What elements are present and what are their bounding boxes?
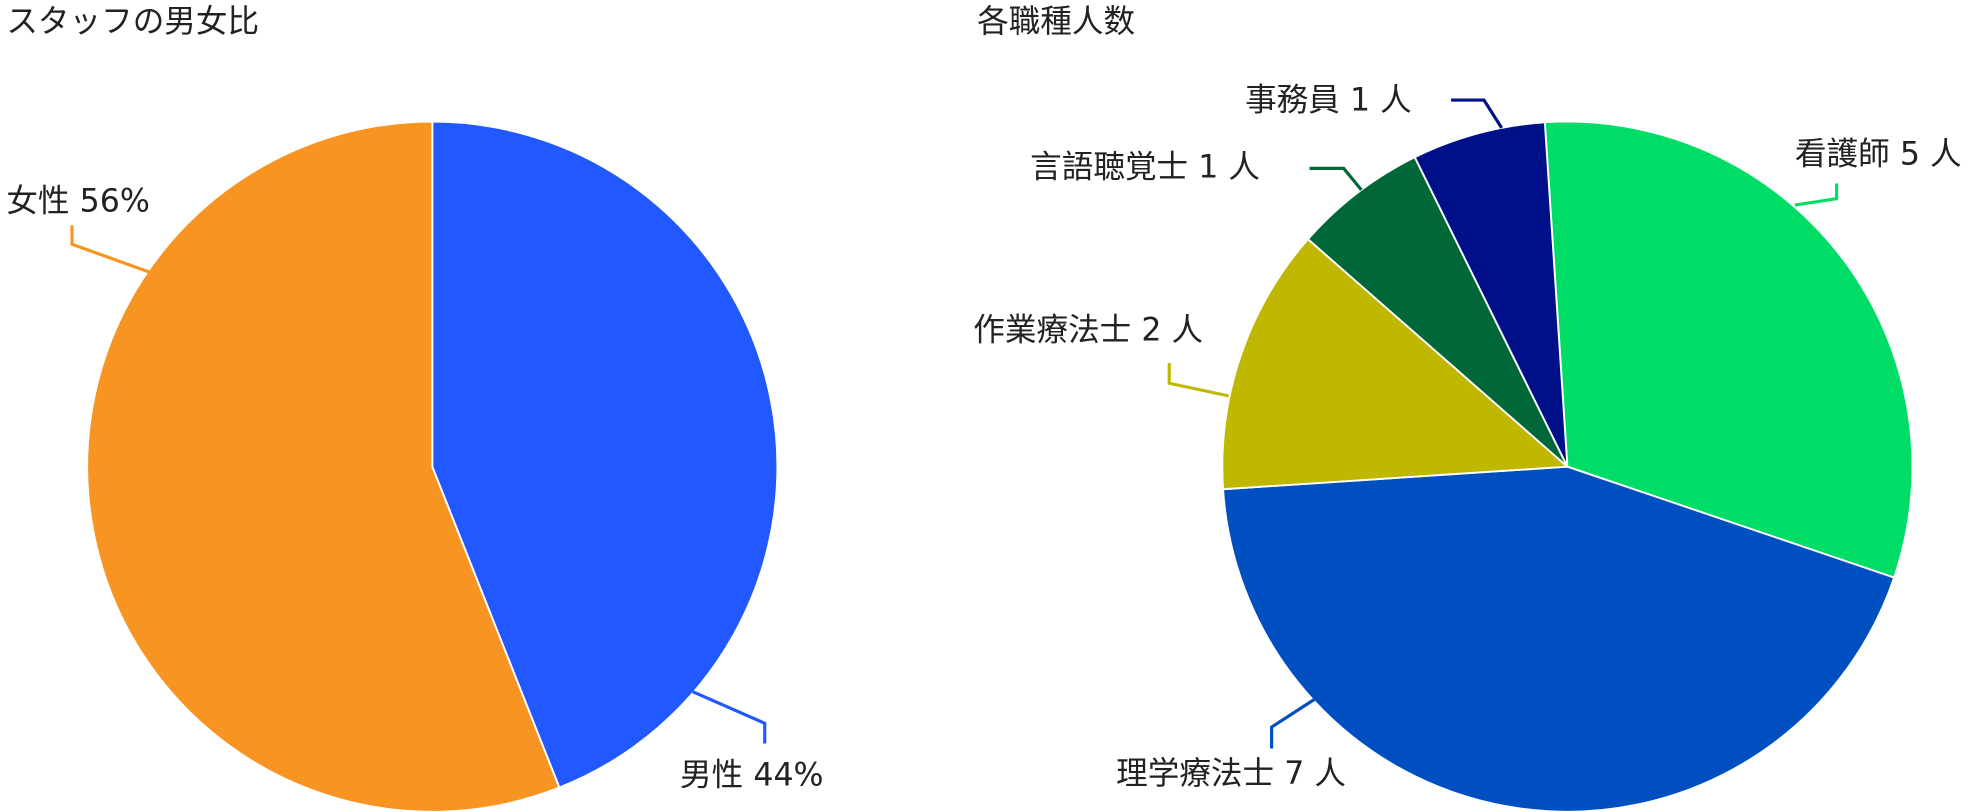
slice-label: 言語聴覚士 1 人 bbox=[1030, 149, 1260, 185]
leader-line bbox=[70, 225, 150, 274]
slice-value-label: 5 人 bbox=[1900, 137, 1962, 173]
pie-slice bbox=[431, 120, 779, 789]
pie-slice bbox=[1543, 120, 1914, 579]
slice-category: 女性 bbox=[6, 183, 69, 219]
leader-line bbox=[1794, 183, 1839, 207]
slice-value-label: 2 人 bbox=[1141, 312, 1203, 348]
leader-line bbox=[1309, 166, 1363, 191]
pie-slice bbox=[1413, 121, 1569, 468]
leader-line bbox=[1167, 363, 1229, 398]
chart-title: スタッフの男女比 bbox=[6, 4, 259, 40]
slice-label: 作業療法士 2 人 bbox=[973, 312, 1203, 348]
slice-value-label: 1 人 bbox=[1350, 82, 1412, 118]
slice-category: 作業療法士 bbox=[973, 312, 1131, 348]
slice-label: 女性 56% bbox=[6, 183, 150, 219]
chart-title: 各職種人数 bbox=[977, 4, 1135, 40]
slice-value-label: 44% bbox=[753, 757, 823, 793]
slice-category: 理学療法士 bbox=[1116, 756, 1274, 792]
leader-line bbox=[1451, 98, 1504, 129]
leader-line bbox=[1270, 697, 1316, 749]
slice-category: 男性 bbox=[680, 757, 743, 793]
slice-category: 事務員 bbox=[1245, 82, 1340, 118]
pie-slice bbox=[1306, 155, 1569, 468]
slice-category: 看護師 bbox=[1795, 137, 1890, 173]
slice-label: 看護師 5 人 bbox=[1795, 137, 1962, 173]
pie-slice bbox=[86, 120, 561, 812]
leader-line bbox=[692, 690, 767, 744]
slice-label: 事務員 1 人 bbox=[1245, 82, 1412, 118]
slice-value-label: 56% bbox=[80, 183, 150, 219]
slice-value-label: 7 人 bbox=[1284, 756, 1346, 792]
slice-label: 理学療法士 7 人 bbox=[1116, 756, 1346, 792]
slice-category: 言語聴覚士 bbox=[1030, 149, 1188, 185]
slice-value-label: 1 人 bbox=[1198, 149, 1260, 185]
pie-slice bbox=[1221, 237, 1570, 491]
slice-label: 男性 44% bbox=[680, 757, 824, 793]
pie-slice bbox=[1222, 465, 1896, 812]
